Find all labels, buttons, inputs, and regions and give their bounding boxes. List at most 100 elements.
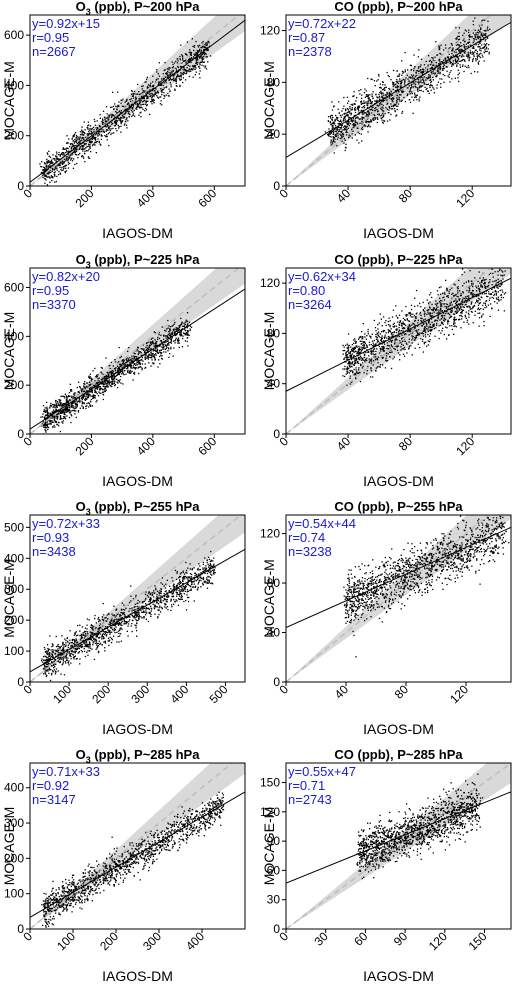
data-point bbox=[413, 83, 415, 85]
data-point bbox=[86, 390, 88, 392]
data-point bbox=[345, 143, 347, 145]
data-point bbox=[138, 106, 140, 108]
data-point bbox=[372, 353, 374, 355]
data-point bbox=[133, 352, 135, 354]
data-point bbox=[163, 82, 165, 84]
data-point bbox=[411, 335, 413, 337]
data-point bbox=[382, 122, 385, 124]
data-point bbox=[174, 80, 177, 82]
data-point bbox=[168, 356, 170, 358]
data-point bbox=[185, 59, 187, 61]
data-point bbox=[377, 334, 379, 336]
data-point bbox=[451, 310, 453, 312]
data-point bbox=[355, 377, 357, 379]
data-point bbox=[70, 396, 73, 398]
data-point bbox=[407, 326, 409, 328]
data-point bbox=[63, 416, 65, 418]
data-point bbox=[150, 347, 152, 350]
data-point bbox=[182, 59, 184, 61]
data-point bbox=[186, 333, 188, 335]
data-point bbox=[201, 59, 203, 61]
data-point bbox=[127, 358, 130, 361]
data-point bbox=[433, 72, 435, 74]
data-point bbox=[172, 355, 174, 357]
data-point bbox=[450, 61, 452, 64]
data-point bbox=[330, 140, 332, 142]
data-point bbox=[175, 82, 177, 84]
data-point bbox=[451, 287, 453, 289]
data-point bbox=[478, 25, 481, 27]
data-point bbox=[61, 405, 63, 407]
data-point bbox=[88, 145, 90, 147]
data-point bbox=[184, 326, 186, 328]
data-point bbox=[401, 338, 403, 340]
data-point bbox=[477, 307, 480, 309]
data-point bbox=[127, 367, 129, 369]
data-point bbox=[95, 383, 97, 385]
data-point bbox=[361, 331, 363, 333]
data-point bbox=[381, 109, 383, 111]
data-point bbox=[145, 366, 147, 369]
data-point bbox=[53, 403, 55, 406]
data-point bbox=[376, 99, 378, 101]
data-point bbox=[421, 340, 424, 342]
data-point bbox=[404, 79, 406, 81]
data-point bbox=[49, 423, 51, 425]
data-point bbox=[76, 401, 78, 403]
data-point bbox=[137, 104, 139, 106]
data-point bbox=[449, 325, 451, 327]
data-point bbox=[163, 338, 165, 341]
data-point bbox=[409, 312, 411, 315]
data-point bbox=[131, 360, 133, 362]
data-point bbox=[370, 362, 372, 364]
data-point bbox=[330, 123, 332, 126]
data-point bbox=[440, 303, 442, 306]
data-point bbox=[374, 109, 376, 112]
data-point bbox=[49, 172, 51, 174]
data-point bbox=[83, 395, 85, 397]
data-point bbox=[433, 308, 435, 310]
data-point bbox=[331, 127, 333, 129]
data-point bbox=[82, 156, 84, 158]
data-point bbox=[83, 402, 85, 405]
data-point bbox=[131, 103, 133, 105]
data-point bbox=[439, 52, 441, 54]
data-point bbox=[116, 112, 118, 115]
data-point bbox=[156, 95, 158, 97]
data-point bbox=[368, 114, 370, 116]
data-point bbox=[396, 97, 398, 99]
data-point bbox=[78, 148, 80, 150]
data-point bbox=[133, 373, 136, 375]
data-point bbox=[168, 88, 170, 90]
data-point bbox=[431, 315, 433, 317]
data-point bbox=[431, 57, 433, 59]
data-point bbox=[450, 309, 452, 312]
data-point bbox=[50, 417, 52, 419]
data-point bbox=[452, 60, 454, 62]
data-point bbox=[199, 77, 201, 79]
data-point bbox=[374, 85, 376, 87]
data-point bbox=[170, 332, 173, 334]
data-point bbox=[136, 348, 138, 351]
data-point bbox=[161, 90, 163, 92]
data-point bbox=[95, 376, 97, 378]
data-point bbox=[392, 108, 394, 110]
data-point bbox=[105, 374, 107, 377]
data-point bbox=[57, 404, 59, 406]
data-point bbox=[367, 114, 369, 116]
data-point bbox=[170, 339, 173, 341]
data-point bbox=[477, 34, 479, 36]
y-tick-label: 200 bbox=[4, 129, 24, 143]
data-point bbox=[342, 107, 344, 110]
data-point bbox=[485, 292, 487, 295]
data-point bbox=[375, 101, 378, 104]
data-point bbox=[396, 86, 398, 89]
data-point bbox=[409, 64, 412, 66]
data-point bbox=[468, 323, 470, 325]
data-point bbox=[453, 51, 456, 53]
data-point bbox=[455, 319, 457, 321]
data-point bbox=[360, 110, 362, 112]
data-point bbox=[427, 55, 430, 57]
data-point bbox=[180, 317, 182, 320]
